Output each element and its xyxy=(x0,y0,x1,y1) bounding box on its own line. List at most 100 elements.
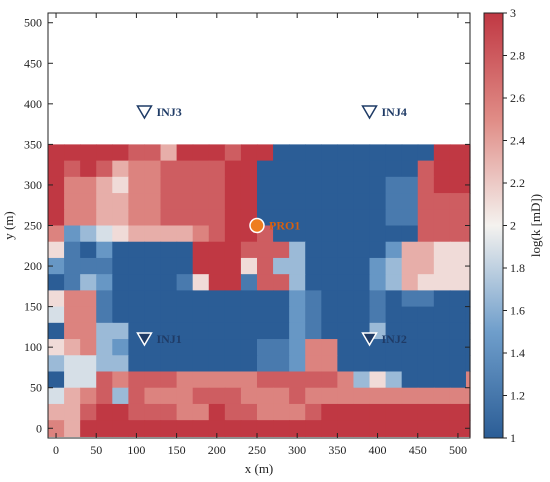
heatmap-cell xyxy=(337,420,355,437)
heatmap-cell xyxy=(144,420,162,437)
heatmap-cell xyxy=(433,403,451,421)
heatmap-cell xyxy=(417,403,435,421)
heatmap-cell xyxy=(160,241,178,259)
heatmap-cell xyxy=(64,193,81,210)
injector-well-marker xyxy=(136,332,153,347)
heatmap-cell xyxy=(385,387,403,405)
x-tick-label: 450 xyxy=(409,443,427,457)
heatmap-cell xyxy=(337,257,355,275)
heatmap-cell xyxy=(128,241,146,259)
injector-well-marker xyxy=(361,105,378,120)
heatmap-cell xyxy=(128,257,146,275)
y-axis-title: y (m) xyxy=(1,211,16,240)
heatmap-cell xyxy=(144,371,162,389)
heatmap-cell xyxy=(449,274,467,291)
heatmap-cell xyxy=(449,339,467,356)
heatmap-cell xyxy=(273,225,290,243)
colorbar-tick-label: 1.6 xyxy=(510,304,525,318)
x-tick-label: 0 xyxy=(53,443,59,457)
heatmap-cell xyxy=(417,209,435,227)
heatmap-cell xyxy=(128,160,146,178)
heatmap-cell xyxy=(465,290,471,308)
heatmap-cell xyxy=(321,209,338,227)
heatmap-cell xyxy=(80,322,97,340)
heatmap-cell xyxy=(256,387,274,405)
heatmap-cell xyxy=(144,176,162,194)
heatmap-cell xyxy=(96,322,113,340)
heatmap-cell xyxy=(401,144,419,162)
heatmap-cell xyxy=(176,420,194,437)
heatmap-cell xyxy=(337,160,355,178)
heatmap-cell xyxy=(369,403,387,421)
well-label: INJ3 xyxy=(156,105,181,119)
heatmap-cell xyxy=(433,322,451,340)
heatmap-cell xyxy=(96,193,113,210)
heatmap-cell xyxy=(273,241,290,259)
heatmap-cell xyxy=(337,322,355,340)
y-tick-label: 200 xyxy=(24,259,42,273)
heatmap-cell xyxy=(305,193,322,210)
heatmap-cell xyxy=(48,355,65,373)
heatmap-cell xyxy=(144,339,162,356)
heatmap-cell xyxy=(353,306,371,324)
heatmap-cell xyxy=(256,420,274,437)
heatmap-cell xyxy=(385,176,403,194)
heatmap-cell xyxy=(80,257,97,275)
well-label: INJ4 xyxy=(382,105,407,119)
heatmap-cell xyxy=(80,193,97,210)
heatmap-cell xyxy=(401,420,419,437)
heatmap-cell xyxy=(337,176,355,194)
heatmap-cell xyxy=(289,290,306,308)
heatmap-cell xyxy=(224,274,242,291)
heatmap-cell xyxy=(240,274,258,291)
heatmap-cell xyxy=(289,355,306,373)
heatmap-cell xyxy=(433,257,451,275)
heatmap-cell xyxy=(337,209,355,227)
heatmap-cell xyxy=(353,176,371,194)
heatmap-cell xyxy=(465,193,471,210)
y-axis-ticks: 0 50 100 150 200 250 300 350 400 450 500 xyxy=(24,16,470,435)
heatmap-cell xyxy=(192,355,210,373)
heatmap-cell xyxy=(256,241,274,259)
heatmap-cell xyxy=(208,339,226,356)
heatmap-cell xyxy=(48,193,65,210)
heatmap-cell xyxy=(160,355,178,373)
heatmap-cell xyxy=(144,403,162,421)
heatmap-cell xyxy=(240,339,258,356)
heatmap-cell xyxy=(112,176,129,194)
heatmap-cell xyxy=(465,225,471,243)
heatmap-cell xyxy=(192,176,210,194)
heatmap-cell xyxy=(321,225,338,243)
heatmap-cell xyxy=(240,322,258,340)
heatmap-cell xyxy=(160,257,178,275)
y-tick-label: 0 xyxy=(36,421,42,435)
heatmap-cell xyxy=(321,176,338,194)
heatmap-cell xyxy=(224,290,242,308)
x-tick-label: 50 xyxy=(90,443,102,457)
wells-layer: INJ3 INJ4 PRO1 INJ1 INJ2 xyxy=(136,105,407,347)
heatmap-cell xyxy=(112,241,129,259)
heatmap-cell xyxy=(112,306,129,324)
heatmap-cell xyxy=(48,290,65,308)
heatmap-cell xyxy=(433,225,451,243)
heatmap-cell xyxy=(48,176,65,194)
heatmap-cell xyxy=(321,193,338,210)
heatmap-cell xyxy=(353,225,371,243)
colorbar-tick-label: 2.4 xyxy=(510,134,525,148)
heatmap-cell xyxy=(240,403,258,421)
heatmap-cell xyxy=(369,193,387,210)
heatmap-cell xyxy=(305,144,322,162)
heatmap-cell xyxy=(176,176,194,194)
heatmap-cell xyxy=(401,371,419,389)
heatmap-cell xyxy=(401,339,419,356)
heatmap-cell xyxy=(337,371,355,389)
heatmap-cell xyxy=(289,144,306,162)
heatmap-cell xyxy=(465,274,471,291)
heatmap-cell xyxy=(305,339,322,356)
heatmap-cell xyxy=(240,290,258,308)
heatmap-cell xyxy=(96,176,113,194)
heatmap-cell xyxy=(449,241,467,259)
heatmap-cell xyxy=(369,306,387,324)
heatmap-cell xyxy=(224,241,242,259)
heatmap-cell xyxy=(337,290,355,308)
